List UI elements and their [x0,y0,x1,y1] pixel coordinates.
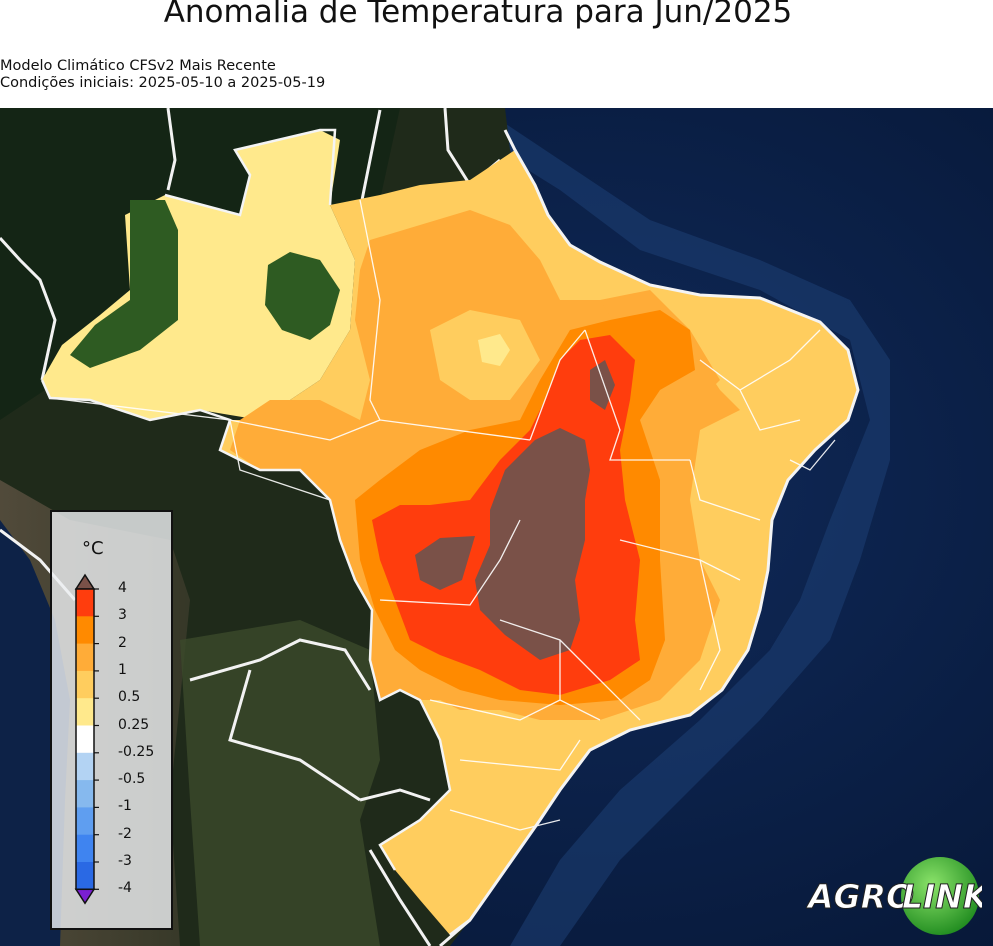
colorbar-bin [76,780,94,808]
colorbar-bin [76,589,94,617]
colorbar-tick-label: 2 [118,634,127,651]
colorbar-bin [76,862,94,890]
chaco-region [180,620,380,946]
svg-text:AGRO: AGRO [806,877,914,916]
colorbar-tick-label: 4 [118,580,127,596]
country-borders [0,108,501,946]
colorbar-bin [76,834,94,863]
agrolink-logo-mark: AGRO LINK [805,857,991,935]
colorbar-bin [76,807,94,836]
brazil-outline [449,129,860,937]
colorbar-tick-label: 0.5 [118,689,141,706]
state-borders [49,199,836,831]
masked-area-manaus [265,252,340,340]
colorbar-tick-label: 3 [118,607,127,624]
colorbar-scale [74,573,99,905]
svg-text:LINK: LINK [902,877,982,916]
colorbar-bin [76,698,94,726]
colorbar-legend: °C 4 3 2 1 0.5 0.25 -0.25 -0.5 -1 -2 -3 -4 [50,510,173,930]
colorbar-bin [76,725,94,754]
colorbar-tick-label: -3 [118,853,132,869]
colorbar-tick-label: -4 [118,880,132,897]
colorbar-bin [76,616,94,645]
model-subtitle: Modelo Climático CFSv2 Mais Recente [0,58,276,74]
anomaly-above-4-west [415,536,475,590]
colorbar-tick-label: 0.25 [118,716,150,733]
anomaly-above-4-central [475,428,590,660]
agrolink-logo: AGRO LINK [805,856,991,936]
map-canvas [0,108,993,946]
colorbar-tick-label: -0.25 [118,743,155,760]
continental-shelf [480,120,890,946]
colorbar-tick-label: -1 [118,798,132,815]
header: Anomalia de Temperatura para Jun/2025 Mo… [0,0,993,108]
masked-area-west [70,200,178,368]
anomaly-0.25-0.5-hole [478,334,510,366]
initial-conditions-subtitle: Condições iniciais: 2025-05-10 a 2025-05… [0,75,326,91]
colorbar-tick-label: -2 [118,825,132,842]
brazil-west-outline [40,128,452,871]
colorbar-bin [76,752,94,781]
colorbar-tick-label: 1 [118,661,127,678]
anomaly-contours [42,130,858,935]
colorbar-unit: °C [82,538,104,559]
colorbar-under-triangle [74,888,96,905]
colorbar-frame [75,588,95,891]
colorbar-over-triangle [74,573,96,590]
temperature-anomaly-map [0,108,993,946]
colorbar-bin [76,670,94,699]
colorbar-bin [76,643,94,672]
colorbar-tick-label: -0.5 [118,771,146,788]
map-title: Anomalia de Temperatura para Jun/2025 [163,0,793,30]
